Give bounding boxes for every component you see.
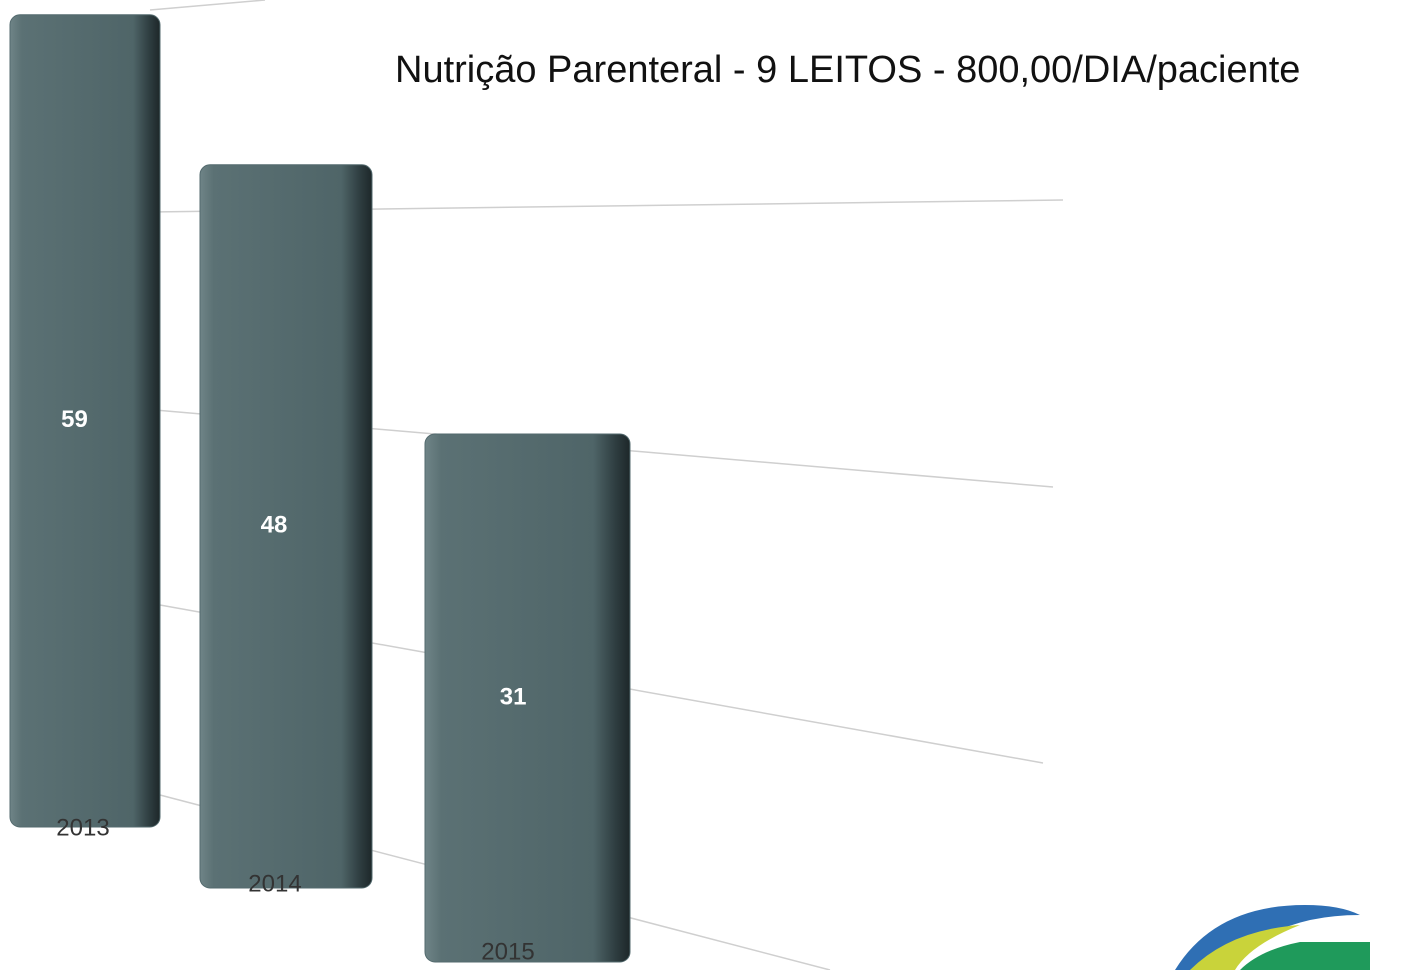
value-label: 59	[61, 406, 88, 433]
x-tick-label: 2013	[56, 814, 109, 841]
x-tick-label: 2014	[248, 870, 301, 897]
bar	[9, 14, 161, 828]
value-label: 48	[261, 512, 288, 539]
logo-arc	[1190, 925, 1300, 970]
bar	[199, 164, 373, 889]
chart-title: Nutrição Parenteral - 9 LEITOS - 800,00/…	[395, 49, 1300, 91]
x-tick-label: 2015	[481, 938, 534, 965]
grid-line	[149, 0, 266, 11]
logo-arc	[1240, 942, 1370, 970]
logo	[1175, 905, 1370, 970]
bar	[424, 433, 631, 963]
value-label: 31	[500, 683, 527, 710]
